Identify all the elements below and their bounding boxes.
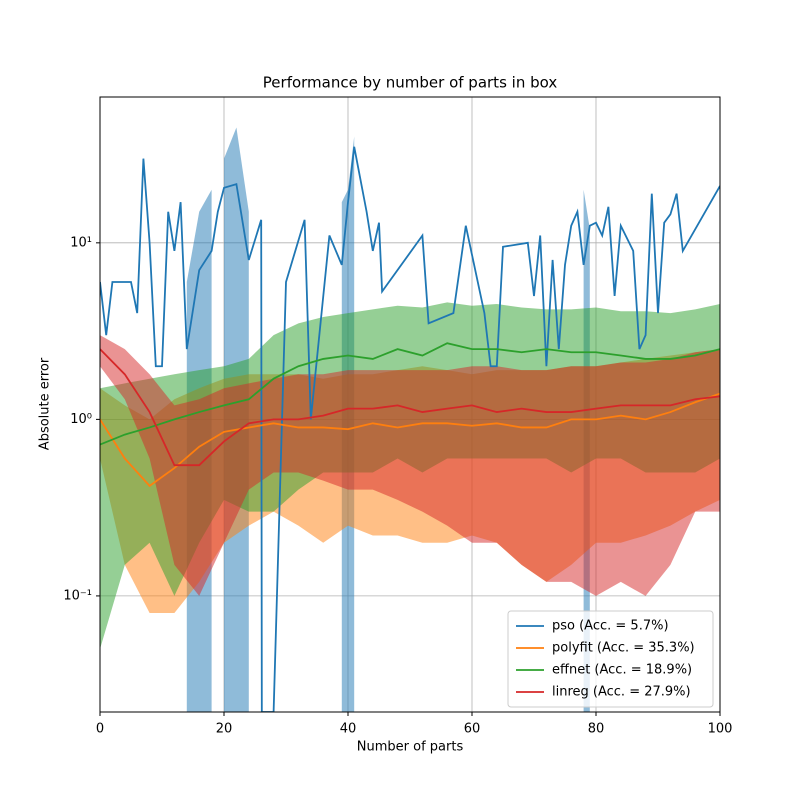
x-axis-label: Number of parts	[357, 740, 464, 755]
series-line	[100, 146, 720, 712]
x-tick-label: 0	[96, 722, 104, 737]
x-tick-label: 80	[588, 722, 605, 737]
plot-area	[100, 127, 720, 712]
legend-label: effnet (Acc. = 18.9%)	[552, 663, 692, 678]
x-tick-label: 40	[340, 722, 357, 737]
series-line	[100, 342, 720, 446]
y-tick-label: 10⁰	[70, 412, 92, 427]
legend-label: linreg (Acc. = 27.9%)	[552, 685, 691, 700]
x-tick-label: 20	[216, 722, 233, 737]
plot-frame	[99, 96, 721, 713]
y-tick-label: 10⁻¹	[63, 588, 92, 603]
error-band	[100, 335, 720, 596]
chart-title: Performance by number of parts in box	[263, 74, 558, 92]
y-tick-label: 10¹	[70, 235, 92, 250]
legend-label: polyfit (Acc. = 35.3%)	[552, 641, 695, 656]
legend-label: pso (Acc. = 5.7%)	[552, 619, 669, 634]
series-line	[100, 392, 720, 488]
x-tick-label: 60	[464, 722, 481, 737]
x-tick-label: 100	[708, 722, 733, 737]
legend-box	[507, 610, 714, 708]
series-line	[100, 348, 720, 467]
y-axis-label: Absolute error	[38, 357, 53, 450]
